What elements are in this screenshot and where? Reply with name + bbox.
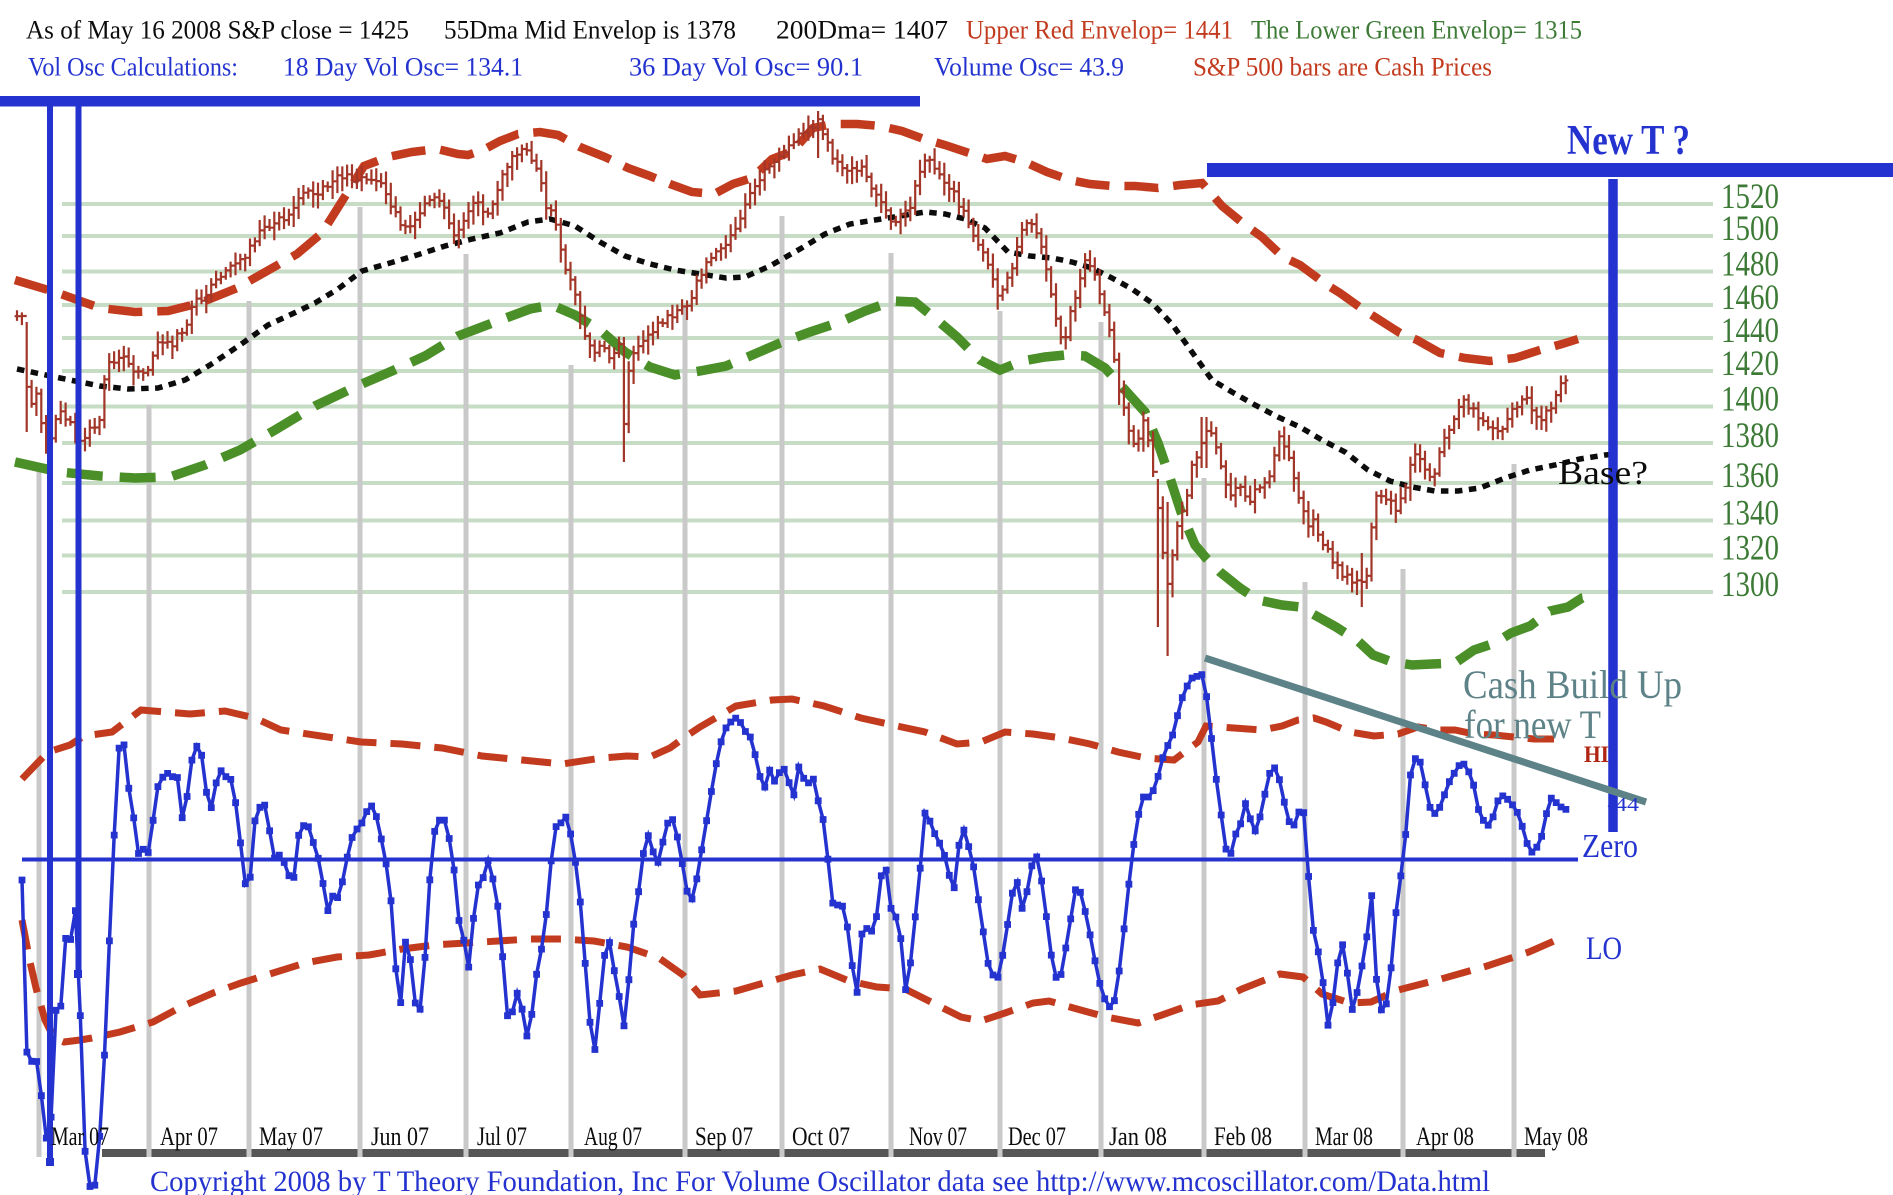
svg-text:18 Day Vol Osc= 134.1: 18 Day Vol Osc= 134.1: [283, 53, 523, 82]
svg-text:S&P 500 bars are Cash Prices: S&P 500 bars are Cash Prices: [1193, 53, 1492, 82]
svg-text:1400: 1400: [1721, 379, 1779, 419]
svg-text:Sep 07: Sep 07: [695, 1122, 753, 1151]
svg-text:200Dma= 1407: 200Dma= 1407: [776, 16, 948, 45]
svg-text:New T ?: New T ?: [1567, 118, 1690, 164]
svg-text:-44: -44: [1607, 794, 1639, 816]
svg-text:The Lower Green Envelop= 1315: The Lower Green Envelop= 1315: [1251, 16, 1582, 45]
svg-text:36 Day Vol Osc= 90.1: 36 Day Vol Osc= 90.1: [629, 53, 863, 82]
svg-text:Nov 07: Nov 07: [909, 1122, 967, 1151]
svg-text:Feb 08: Feb 08: [1214, 1122, 1272, 1151]
svg-text:1380: 1380: [1721, 415, 1779, 455]
svg-text:Apr 07: Apr 07: [160, 1122, 218, 1151]
svg-text:1420: 1420: [1721, 343, 1779, 383]
svg-text:LO: LO: [1586, 931, 1622, 967]
svg-text:Mar 07: Mar 07: [51, 1122, 109, 1151]
svg-text:1320: 1320: [1721, 528, 1779, 568]
svg-text:1500: 1500: [1721, 208, 1779, 248]
svg-text:Oct 07: Oct 07: [792, 1122, 850, 1151]
svg-text:Jun 07: Jun 07: [371, 1122, 429, 1151]
svg-text:Cash Build Up: Cash Build Up: [1463, 662, 1682, 707]
svg-text:Base?: Base?: [1558, 455, 1648, 492]
svg-text:1520: 1520: [1721, 176, 1779, 216]
svg-text:Dec 07: Dec 07: [1008, 1122, 1066, 1151]
svg-text:1440: 1440: [1721, 310, 1779, 350]
svg-text:Aug 07: Aug 07: [584, 1122, 642, 1151]
svg-text:Zero: Zero: [1582, 828, 1638, 865]
svg-text:Mar 08: Mar 08: [1315, 1122, 1373, 1151]
svg-text:HI: HI: [1584, 742, 1609, 767]
svg-text:55Dma Mid Envelop is 1378: 55Dma Mid Envelop is 1378: [444, 16, 736, 45]
svg-text:May 07: May 07: [259, 1122, 323, 1151]
svg-text:Apr 08: Apr 08: [1416, 1122, 1474, 1151]
svg-text:Upper Red Envelop= 1441: Upper Red Envelop= 1441: [966, 16, 1233, 45]
svg-text:1360: 1360: [1721, 455, 1779, 495]
svg-text:1460: 1460: [1721, 277, 1779, 317]
svg-text:Jul 07: Jul 07: [477, 1122, 527, 1151]
svg-text:As of May 16 2008 S&P close =: As of May 16 2008 S&P close = 1425: [26, 16, 409, 45]
svg-text:1340: 1340: [1721, 493, 1779, 533]
svg-text:1480: 1480: [1721, 244, 1779, 284]
svg-text:Volume Osc= 43.9: Volume Osc= 43.9: [934, 53, 1124, 82]
svg-text:May 08: May 08: [1524, 1122, 1588, 1151]
svg-text:1300: 1300: [1721, 564, 1779, 604]
svg-text:for new T: for new T: [1464, 702, 1601, 747]
svg-text:Copyright 2008 by T Theory Fou: Copyright 2008 by T Theory Foundation, I…: [150, 1165, 1490, 1195]
svg-text:Jan 08: Jan 08: [1109, 1122, 1167, 1151]
svg-text:Vol Osc Calculations:: Vol Osc Calculations:: [28, 53, 238, 82]
